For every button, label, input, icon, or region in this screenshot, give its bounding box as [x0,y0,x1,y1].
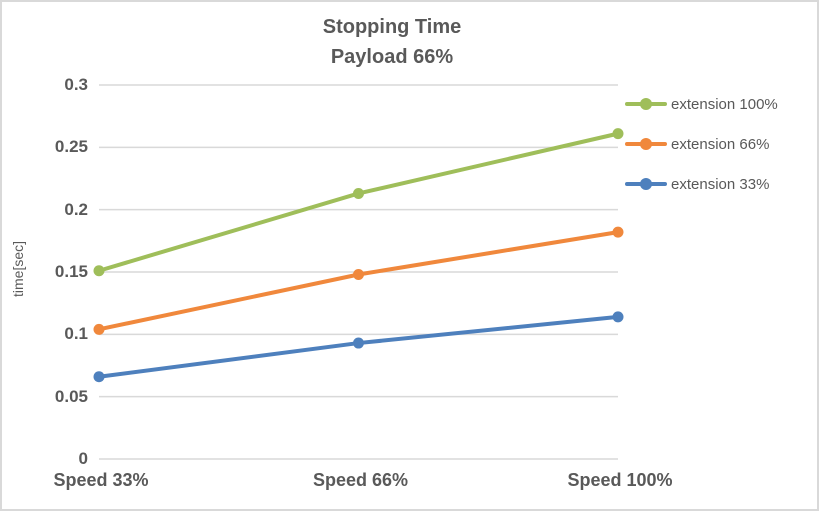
legend-line-marker-icon [625,138,667,150]
y-tick-label: 0.05 [54,386,88,406]
y-tick-label: 0.25 [54,137,88,157]
x-category-label: Speed 33% [53,470,149,490]
data-point-marker [353,268,364,280]
data-point-marker [93,265,105,277]
legend-dot-icon [640,138,652,150]
x-category-label: Speed 100% [567,470,673,490]
data-point-marker [353,187,364,199]
data-point-marker [93,371,105,383]
y-tick-label: 0 [78,449,88,468]
legend-label: extension 100% [671,95,778,113]
y-tick-label: 0.3 [64,75,88,94]
legend-dot-icon [640,178,652,190]
chart-title-line-1: Stopping Time [322,16,462,38]
data-point-marker [612,226,624,238]
legend-dot-icon [640,98,652,110]
legend-entry: extension 100% [625,94,778,114]
y-tick-label: 0.2 [64,199,88,219]
chart-title: Stopping Time Payload 66% [2,12,782,72]
legend-label: extension 33% [671,175,770,193]
legend-line-marker-icon [625,98,667,110]
y-tick-label: 0.1 [64,324,88,344]
series-line [97,131,620,273]
data-point-marker [93,323,105,335]
legend-entry: extension 33% [625,174,769,194]
y-tick-label: 0.15 [54,262,88,281]
chart-title-line-2: Payload 66% [330,46,454,68]
legend-entry: extension 66% [625,134,769,154]
data-point-marker [353,337,364,349]
legend-line-marker-icon [625,178,667,190]
x-category-label: Speed 66% [312,470,409,490]
legend-label: extension 66% [671,135,770,153]
data-point-marker [612,128,624,140]
data-point-marker [612,311,624,323]
